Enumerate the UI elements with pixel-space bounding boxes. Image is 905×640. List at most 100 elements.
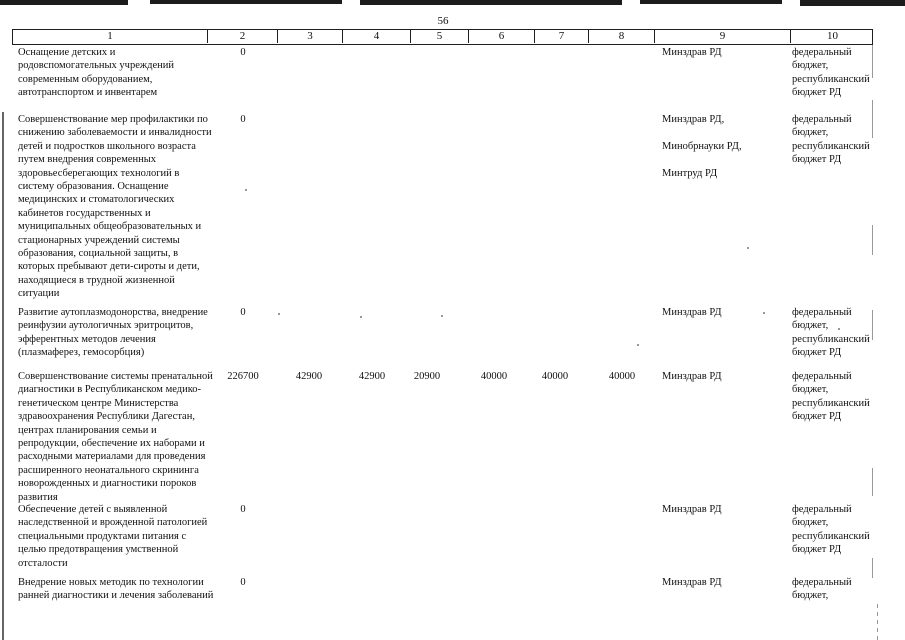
- scan-noise-dot: [360, 316, 362, 318]
- funding-source-line: бюджет РД: [792, 87, 842, 99]
- scan-noise-dot: [747, 247, 749, 249]
- executor-text-line: Минздрав РД: [662, 371, 722, 382]
- activity-text-line: здоровьесберегающих технологий в: [18, 167, 180, 179]
- executor-text-line: Минздрав РД: [662, 577, 722, 588]
- activity-text-line: ранней диагностики и лечения заболеваний: [18, 590, 214, 602]
- activity-text-line: современным оборудованием,: [18, 73, 153, 85]
- funding-source-line: федеральный: [792, 307, 852, 318]
- amount-value-col-2: 0: [240, 114, 246, 125]
- funding-source-line: бюджет РД: [792, 347, 842, 359]
- activity-text-line: репродукции, обеспечение их наборами и: [18, 438, 205, 449]
- header-cell-col-5: 5: [411, 30, 469, 43]
- activity-text-line: родовспомогательных учреждений: [18, 60, 174, 72]
- funding-source-line: республиканский: [792, 397, 870, 409]
- activity-text-line: (плазмаферез, гемосорбция): [18, 347, 145, 359]
- activity-text-line: систему образования. Оснащение: [18, 181, 169, 192]
- header-cell-col-4: 4: [343, 30, 411, 43]
- scan-artifact-right-edge: [872, 468, 873, 496]
- amount-value-col-6: 40000: [480, 371, 508, 382]
- executor-text-line: Минобрнауки РД,: [662, 140, 742, 152]
- activity-text-line: эфферентных методов лечения: [18, 333, 156, 345]
- funding-source-line: республиканский: [792, 73, 870, 85]
- funding-source-line: бюджет,: [792, 384, 829, 396]
- funding-source-line: бюджет,: [792, 320, 829, 332]
- funding-source-line: бюджет РД: [792, 411, 842, 423]
- activity-text-line: стационарных учреждений системы: [18, 234, 180, 246]
- scan-noise-dot: [763, 312, 765, 314]
- funding-source-line: республиканский: [792, 333, 870, 345]
- activity-text-line: расходными материалами для проведения: [18, 451, 206, 463]
- funding-source-line: бюджет,: [792, 60, 829, 72]
- activity-text-line: снижению заболеваемости и инвалидности: [18, 127, 212, 139]
- scan-artifact-right-edge: [872, 310, 873, 340]
- scan-noise-dot: [441, 315, 443, 317]
- header-cell-col-6: 6: [469, 30, 535, 43]
- funding-source-line: бюджет РД: [792, 544, 842, 556]
- activity-text-line: центрах планирования семьи и: [18, 424, 157, 436]
- amount-value-col-4: 42900: [358, 371, 386, 382]
- activity-text-line: наследственной и врожденной патологией: [18, 517, 208, 529]
- header-cell-col-1: 1: [13, 30, 208, 43]
- header-cell-col-7: 7: [535, 30, 589, 43]
- header-cell-col-2: 2: [208, 30, 278, 43]
- activity-text-line: Совершенствование мер профилактики по: [18, 114, 208, 125]
- scan-artifact-top: [800, 0, 905, 6]
- header-cell-col-10: 10: [827, 30, 838, 42]
- amount-value-col-5: 20900: [413, 371, 441, 382]
- executor-text-line: Минздрав РД: [662, 47, 722, 58]
- activity-text-line: специальными продуктами питания с: [18, 530, 187, 542]
- table-header-row: 1 2 3 4 5 6 7 8 9 10: [12, 29, 873, 45]
- scan-noise-dot: [245, 189, 247, 191]
- funding-source-line: бюджет РД: [792, 154, 842, 166]
- activity-text-line: новорожденных и диагностики пороков: [18, 478, 197, 490]
- funding-source-line: бюджет,: [792, 517, 829, 529]
- header-cell-col-8: 8: [589, 30, 655, 43]
- scan-noise-dot: [838, 328, 840, 330]
- activity-text-line: ситуации: [18, 288, 60, 300]
- funding-source-line: федеральный: [792, 577, 852, 588]
- header-cell-col-9: 9: [655, 30, 791, 43]
- scan-artifact-left-edge: [2, 112, 4, 640]
- executor-text-line: Минздрав РД: [662, 307, 722, 318]
- activity-text-line: находящиеся в трудной жизненной: [18, 274, 175, 286]
- scan-artifact-right-edge: [872, 558, 873, 578]
- scan-artifact-top: [150, 0, 342, 4]
- activity-text-line: медицинских и стоматологических: [18, 194, 175, 206]
- scan-artifact-top: [360, 0, 622, 5]
- activity-text-line: расширенного неонатального скрининга: [18, 464, 199, 476]
- funding-source-line: федеральный: [792, 504, 852, 515]
- amount-value-col-2: 0: [240, 577, 246, 588]
- activity-text-line: Обеспечение детей с выявленной: [18, 504, 168, 515]
- funding-source-line: бюджет,: [792, 127, 829, 139]
- amount-value-col-2: 226700: [227, 371, 259, 382]
- activity-text-line: путем внедрения современных: [18, 154, 157, 166]
- funding-source-line: республиканский: [792, 530, 870, 542]
- activity-text-line: которых пребывают дети-сироты и дети,: [18, 261, 200, 273]
- scan-artifact-top: [640, 0, 782, 4]
- amount-value-col-2: 0: [240, 307, 246, 318]
- scan-artifact-right-edge: [872, 225, 873, 255]
- page-number: 56: [437, 15, 449, 27]
- activity-text-line: диагностики в Республиканском медико-: [18, 384, 202, 396]
- executor-text-line: Минздрав РД,: [662, 114, 725, 125]
- scan-artifact-right-edge: [877, 604, 878, 640]
- activity-text-line: развития: [18, 491, 58, 503]
- activity-text-line: образования, социальной защиты, в: [18, 248, 179, 259]
- funding-source-line: республиканский: [792, 140, 870, 152]
- funding-source-line: федеральный: [792, 47, 852, 58]
- activity-text-line: Внедрение новых методик по технологии: [18, 577, 204, 588]
- amount-value-col-8: 40000: [608, 371, 636, 382]
- activity-text-line: реинфузии аутологичных эритроцитов,: [18, 320, 194, 332]
- activity-text-line: Развитие аутоплазмодонорства, внедрение: [18, 307, 208, 318]
- amount-value-col-2: 0: [240, 504, 246, 515]
- scan-artifact-right-edge: [872, 100, 873, 138]
- funding-source-line: федеральный: [792, 371, 852, 382]
- activity-text-line: целью предотвращения умственной: [18, 544, 179, 556]
- activity-text-line: генетическом центре Министерства: [18, 397, 179, 409]
- scan-artifact-right-edge: [872, 45, 873, 78]
- amount-value-col-3: 42900: [295, 371, 323, 382]
- activity-text-line: Оснащение детских и: [18, 47, 116, 58]
- header-cell-col-3: 3: [278, 30, 343, 43]
- activity-text-line: отсталости: [18, 557, 68, 569]
